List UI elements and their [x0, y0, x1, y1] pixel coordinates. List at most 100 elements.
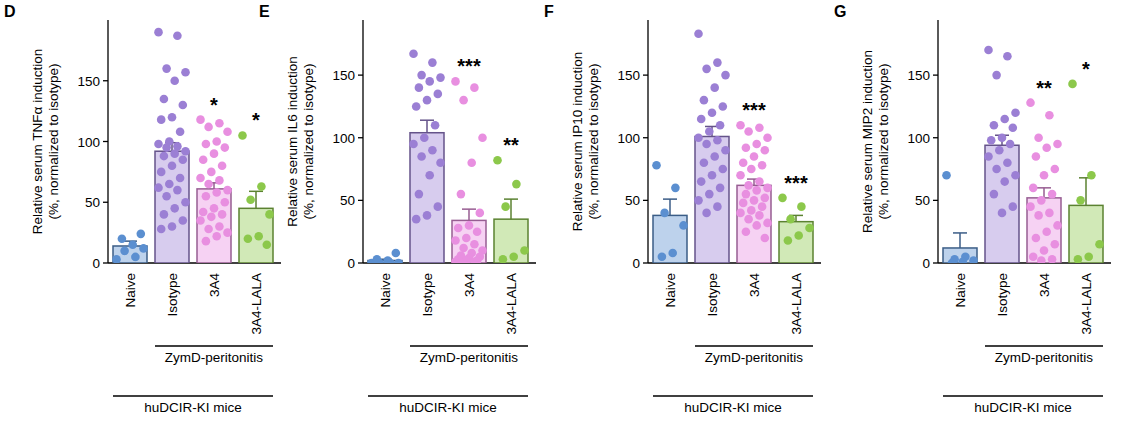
- data-point: [462, 234, 471, 243]
- y-tick-label: 150: [77, 74, 100, 89]
- group-label: ZymD-peritonitis: [165, 350, 264, 365]
- data-point: [805, 224, 814, 233]
- data-point: [170, 76, 179, 85]
- data-point: [207, 168, 216, 177]
- data-point: [265, 210, 274, 219]
- data-point: [173, 186, 182, 195]
- data-point: [660, 209, 669, 218]
- bar: [410, 133, 444, 263]
- data-point: [137, 230, 146, 239]
- x-tick-label: 3A4-LALA: [1079, 273, 1094, 335]
- data-point: [157, 225, 166, 234]
- data-point: [744, 215, 753, 224]
- data-point: [987, 136, 996, 145]
- data-point: [210, 204, 219, 213]
- data-point: [417, 71, 426, 80]
- data-point: [713, 202, 722, 211]
- data-point: [990, 121, 999, 130]
- data-point: [112, 255, 121, 263]
- data-point: [176, 127, 185, 136]
- data-point: [168, 222, 177, 231]
- data-point: [434, 202, 443, 211]
- data-point: [1000, 115, 1009, 124]
- y-axis-label: (%, normalized to isotype): [586, 63, 601, 219]
- y-tick-label: 100: [77, 135, 100, 150]
- data-point: [797, 202, 806, 211]
- data-point: [1026, 202, 1035, 211]
- data-point: [747, 206, 756, 215]
- data-point: [739, 158, 748, 167]
- data-point: [207, 213, 216, 222]
- data-point: [409, 50, 418, 59]
- data-point: [1040, 246, 1049, 255]
- data-point: [476, 209, 485, 218]
- y-axis-label: Relative serum IL6 induction: [285, 56, 300, 226]
- y-tick-label: 50: [85, 195, 100, 210]
- data-point: [196, 174, 205, 183]
- group-label: huDCIR-KI mice: [684, 400, 782, 415]
- data-point: [761, 146, 770, 155]
- y-tick: [933, 137, 938, 138]
- data-point: [755, 177, 764, 186]
- data-point: [948, 259, 957, 263]
- data-point: [708, 108, 717, 117]
- y-axis-label: Relative serum MIP2 induction: [860, 50, 875, 233]
- data-point: [157, 115, 166, 124]
- data-point: [758, 202, 767, 211]
- panel: FRelative serum IP10 induction(%, normal…: [544, 3, 821, 415]
- marks: [942, 46, 1104, 263]
- group-label: huDCIR-KI mice: [144, 400, 242, 415]
- data-point: [434, 90, 443, 99]
- data-point: [223, 186, 232, 195]
- error-stem: [510, 199, 512, 219]
- data-point: [755, 211, 764, 220]
- data-point: [998, 209, 1007, 218]
- data-point: [520, 246, 529, 255]
- data-point: [992, 165, 1001, 174]
- data-point: [409, 140, 418, 149]
- group-line: [653, 395, 813, 396]
- data-point: [744, 181, 753, 190]
- data-point: [710, 152, 719, 161]
- data-point: [212, 188, 221, 197]
- data-point: [992, 71, 1001, 80]
- data-point: [1009, 123, 1018, 132]
- data-point: [752, 221, 761, 230]
- data-point: [499, 255, 508, 263]
- y-tick-label: 50: [915, 193, 930, 208]
- group-line: [943, 395, 1103, 396]
- data-point: [509, 252, 518, 261]
- panel-letter: F: [544, 3, 554, 20]
- x-tick-label: Naive: [663, 273, 678, 308]
- data-point: [705, 190, 714, 199]
- data-point: [710, 83, 719, 92]
- data-point: [1037, 256, 1046, 263]
- data-point: [652, 161, 661, 170]
- data-point: [423, 96, 432, 105]
- bar: [155, 151, 189, 263]
- y-tick-label: 50: [625, 193, 640, 208]
- data-point: [763, 219, 772, 228]
- data-point: [1003, 52, 1012, 61]
- panel: DRelative serum TNFα induction(%, normal…: [4, 3, 281, 415]
- x-tick-label: Naive: [378, 273, 393, 308]
- group-label: ZymD-peritonitis: [705, 350, 804, 365]
- data-point: [721, 146, 730, 155]
- data-point: [758, 161, 767, 170]
- data-point: [470, 83, 479, 92]
- data-point: [223, 127, 232, 136]
- significance: **: [503, 134, 519, 156]
- data-point: [1048, 190, 1057, 199]
- y-tick-label: 150: [907, 68, 930, 83]
- data-point: [742, 227, 751, 236]
- data-point: [942, 171, 951, 180]
- data-point: [755, 123, 764, 132]
- data-point: [493, 156, 502, 165]
- data-point: [1045, 111, 1054, 120]
- data-point: [1006, 140, 1015, 149]
- data-point: [716, 184, 725, 193]
- x-tick-label: Naive: [123, 273, 138, 308]
- group-line: [985, 345, 1103, 346]
- data-point: [181, 147, 190, 156]
- y-tick-label: 100: [332, 131, 355, 146]
